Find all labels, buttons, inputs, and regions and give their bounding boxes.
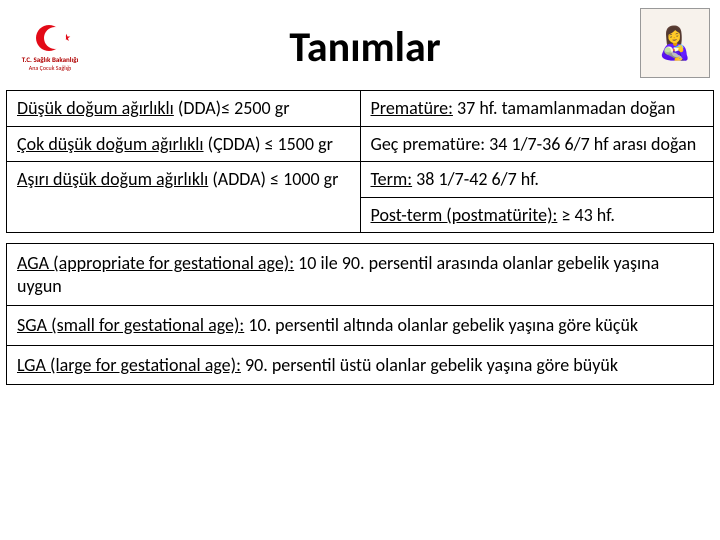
def-left-1: Çok düşük doğum ağırlıklı (ÇDDA) ≤ 1500 … <box>7 126 361 162</box>
rest: ≤ 1000 gr <box>266 168 338 190</box>
table-row: LGA (large for gestational age): 90. per… <box>7 345 714 385</box>
rest: ≤ 2500 gr <box>221 97 289 119</box>
table-row: Çok düşük doğum ağırlıklı (ÇDDA) ≤ 1500 … <box>7 126 714 162</box>
abbr: (ÇDDA) <box>208 133 261 155</box>
logo-left: ★ T.C. Sağlık Bakanlığı Ana Çocuk Sağlığ… <box>10 8 90 88</box>
term: Çok düşük doğum ağırlıklı <box>17 133 204 155</box>
def-right-3: Post-term (postmatürite): ≥ 43 hf. <box>360 197 714 233</box>
definitions-table-top: Düşük doğum ağırlıklı (DDA)≤ 2500 gr Pre… <box>6 90 714 233</box>
def-right-2: Term: 38 1/7-42 6/7 hf. <box>360 162 714 198</box>
term: Aşırı düşük doğum ağırlıklı <box>17 168 208 190</box>
table-row: Aşırı düşük doğum ağırlıklı (ADDA) ≤ 100… <box>7 162 714 198</box>
table-row: AGA (appropriate for gestational age): 1… <box>7 244 714 306</box>
bottom-1: SGA (small for gestational age): 10. per… <box>7 306 714 346</box>
def-right-1: Geç prematüre: 34 1/7-36 6/7 hf arası do… <box>360 126 714 162</box>
crescent-icon: ★ <box>36 25 64 53</box>
rest: 34 1/7-36 6/7 hf arası doğan <box>485 133 696 155</box>
def-left-0: Düşük doğum ağırlıklı (DDA)≤ 2500 gr <box>7 91 361 127</box>
logo-left-line1: T.C. Sağlık Bakanlığı <box>22 55 79 64</box>
bottom-2: LGA (large for gestational age): 90. per… <box>7 345 714 385</box>
abbr: (DDA) <box>178 97 221 119</box>
table-row: SGA (small for gestational age): 10. per… <box>7 306 714 346</box>
term: Düşük doğum ağırlıklı <box>17 97 174 119</box>
logo-right-icon: 👩‍🍼 <box>640 8 710 78</box>
rest: ≥ 43 hf. <box>557 204 615 226</box>
def-right-0: Prematüre: 37 hf. tamamlanmadan doğan <box>360 91 714 127</box>
term: AGA (appropriate for gestational age): <box>17 252 294 274</box>
logo-left-line2: Ana Çocuk Sağlığı <box>29 64 71 72</box>
rest: 10. persentil altında olanlar gebelik ya… <box>244 314 638 336</box>
rest: 38 1/7-42 6/7 hf. <box>412 168 539 190</box>
term: SGA (small for gestational age): <box>17 314 244 336</box>
rest: 37 hf. tamamlanmadan doğan <box>453 97 675 119</box>
def-left-2: Aşırı düşük doğum ağırlıklı (ADDA) ≤ 100… <box>7 162 361 233</box>
term: Geç prematüre: <box>371 133 486 155</box>
abbr: (ADDA) <box>212 168 266 190</box>
content: Düşük doğum ağırlıklı (DDA)≤ 2500 gr Pre… <box>0 90 720 385</box>
header: ★ T.C. Sağlık Bakanlığı Ana Çocuk Sağlığ… <box>0 0 720 90</box>
term: Prematüre: <box>371 97 453 119</box>
star-icon: ★ <box>62 31 71 44</box>
bottom-0: AGA (appropriate for gestational age): 1… <box>7 244 714 306</box>
rest: ≤ 1500 gr <box>260 133 332 155</box>
definitions-table-bottom: AGA (appropriate for gestational age): 1… <box>6 243 714 385</box>
term: Post-term (postmatürite): <box>371 204 558 226</box>
term: LGA (large for gestational age): <box>17 354 241 376</box>
page-title: Tanımlar <box>90 8 640 73</box>
rest: 90. persentil üstü olanlar gebelik yaşın… <box>241 354 618 376</box>
table-row: Düşük doğum ağırlıklı (DDA)≤ 2500 gr Pre… <box>7 91 714 127</box>
term: Term: <box>371 168 413 190</box>
